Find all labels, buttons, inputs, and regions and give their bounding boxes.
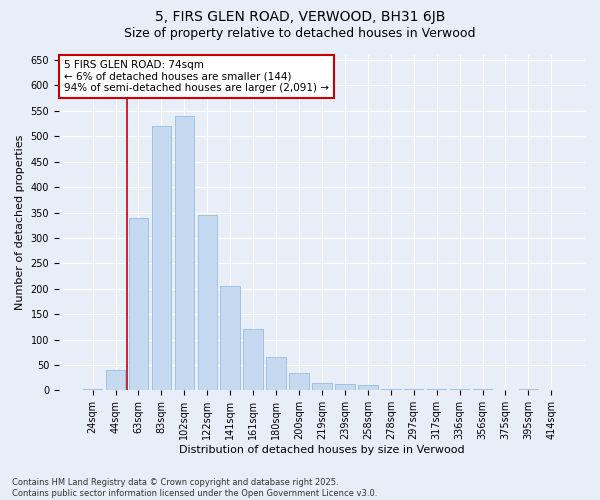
Bar <box>197 215 217 390</box>
X-axis label: Distribution of detached houses by size in Verwood: Distribution of detached houses by size … <box>179 445 465 455</box>
Y-axis label: Number of detached properties: Number of detached properties <box>15 135 25 310</box>
Text: 5 FIRS GLEN ROAD: 74sqm
← 6% of detached houses are smaller (144)
94% of semi-de: 5 FIRS GLEN ROAD: 74sqm ← 6% of detached… <box>64 60 329 93</box>
Bar <box>244 330 263 390</box>
Text: 5, FIRS GLEN ROAD, VERWOOD, BH31 6JB: 5, FIRS GLEN ROAD, VERWOOD, BH31 6JB <box>155 10 445 24</box>
Bar <box>358 386 377 390</box>
Bar <box>381 389 401 390</box>
Text: Size of property relative to detached houses in Verwood: Size of property relative to detached ho… <box>124 28 476 40</box>
Bar <box>128 218 148 390</box>
Bar <box>289 372 309 390</box>
Bar <box>83 389 103 390</box>
Bar <box>175 116 194 390</box>
Bar <box>312 382 332 390</box>
Text: Contains HM Land Registry data © Crown copyright and database right 2025.
Contai: Contains HM Land Registry data © Crown c… <box>12 478 377 498</box>
Bar <box>404 389 424 390</box>
Bar <box>266 358 286 390</box>
Bar <box>152 126 171 390</box>
Bar <box>106 370 125 390</box>
Bar <box>335 384 355 390</box>
Bar <box>220 286 240 391</box>
